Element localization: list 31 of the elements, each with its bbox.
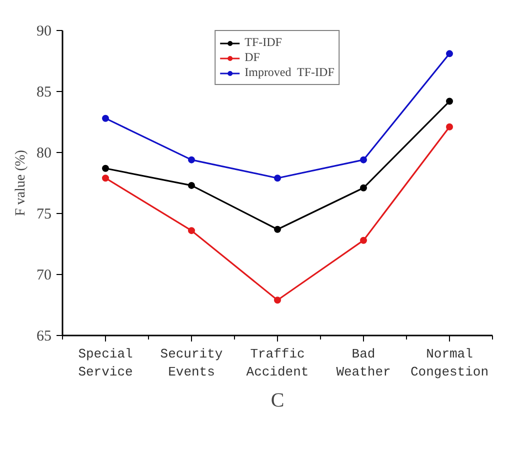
point [274, 226, 281, 233]
legend-label: TF-IDF [244, 35, 282, 50]
y-tick-label: 90 [36, 24, 52, 40]
point [274, 296, 281, 304]
point [446, 123, 453, 130]
y-tick-label: 85 [36, 84, 52, 100]
point [360, 236, 367, 244]
legend-label: DF [244, 50, 261, 65]
point [102, 114, 109, 122]
x-tick-label: Traffic Accident [246, 346, 309, 380]
text: C [270, 390, 284, 412]
y-axis-title: F value (%) [14, 150, 28, 216]
point [102, 174, 109, 182]
x-tick-label: Special Service [78, 346, 134, 380]
point [188, 156, 195, 164]
point [188, 227, 195, 234]
y-tick-label: 65 [36, 328, 52, 344]
point [102, 164, 109, 172]
point [360, 156, 367, 164]
y-tick-label: 75 [36, 206, 52, 222]
y-tick-label: 70 [36, 268, 52, 284]
x-tick-label: Normal Congestion [410, 346, 489, 380]
point [188, 182, 195, 189]
point [446, 98, 453, 105]
point [446, 50, 453, 58]
x-tick-label: Security Events [160, 346, 223, 380]
y-tick-label: 80 [36, 146, 52, 162]
x-tick-label: Bad Weather [336, 346, 391, 380]
legend-label: Improved TF-IDF [244, 65, 334, 80]
point [360, 184, 367, 192]
point [274, 174, 281, 182]
